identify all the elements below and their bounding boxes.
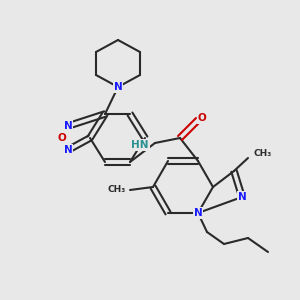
Text: N: N: [64, 145, 72, 155]
Text: N: N: [114, 82, 122, 92]
Text: O: O: [58, 133, 66, 143]
Text: N: N: [64, 121, 72, 131]
Text: CH₃: CH₃: [108, 185, 126, 194]
Text: O: O: [198, 113, 206, 123]
Text: N: N: [238, 192, 246, 202]
Text: N: N: [194, 208, 202, 218]
Text: CH₃: CH₃: [254, 149, 272, 158]
Text: HN: HN: [131, 140, 149, 150]
